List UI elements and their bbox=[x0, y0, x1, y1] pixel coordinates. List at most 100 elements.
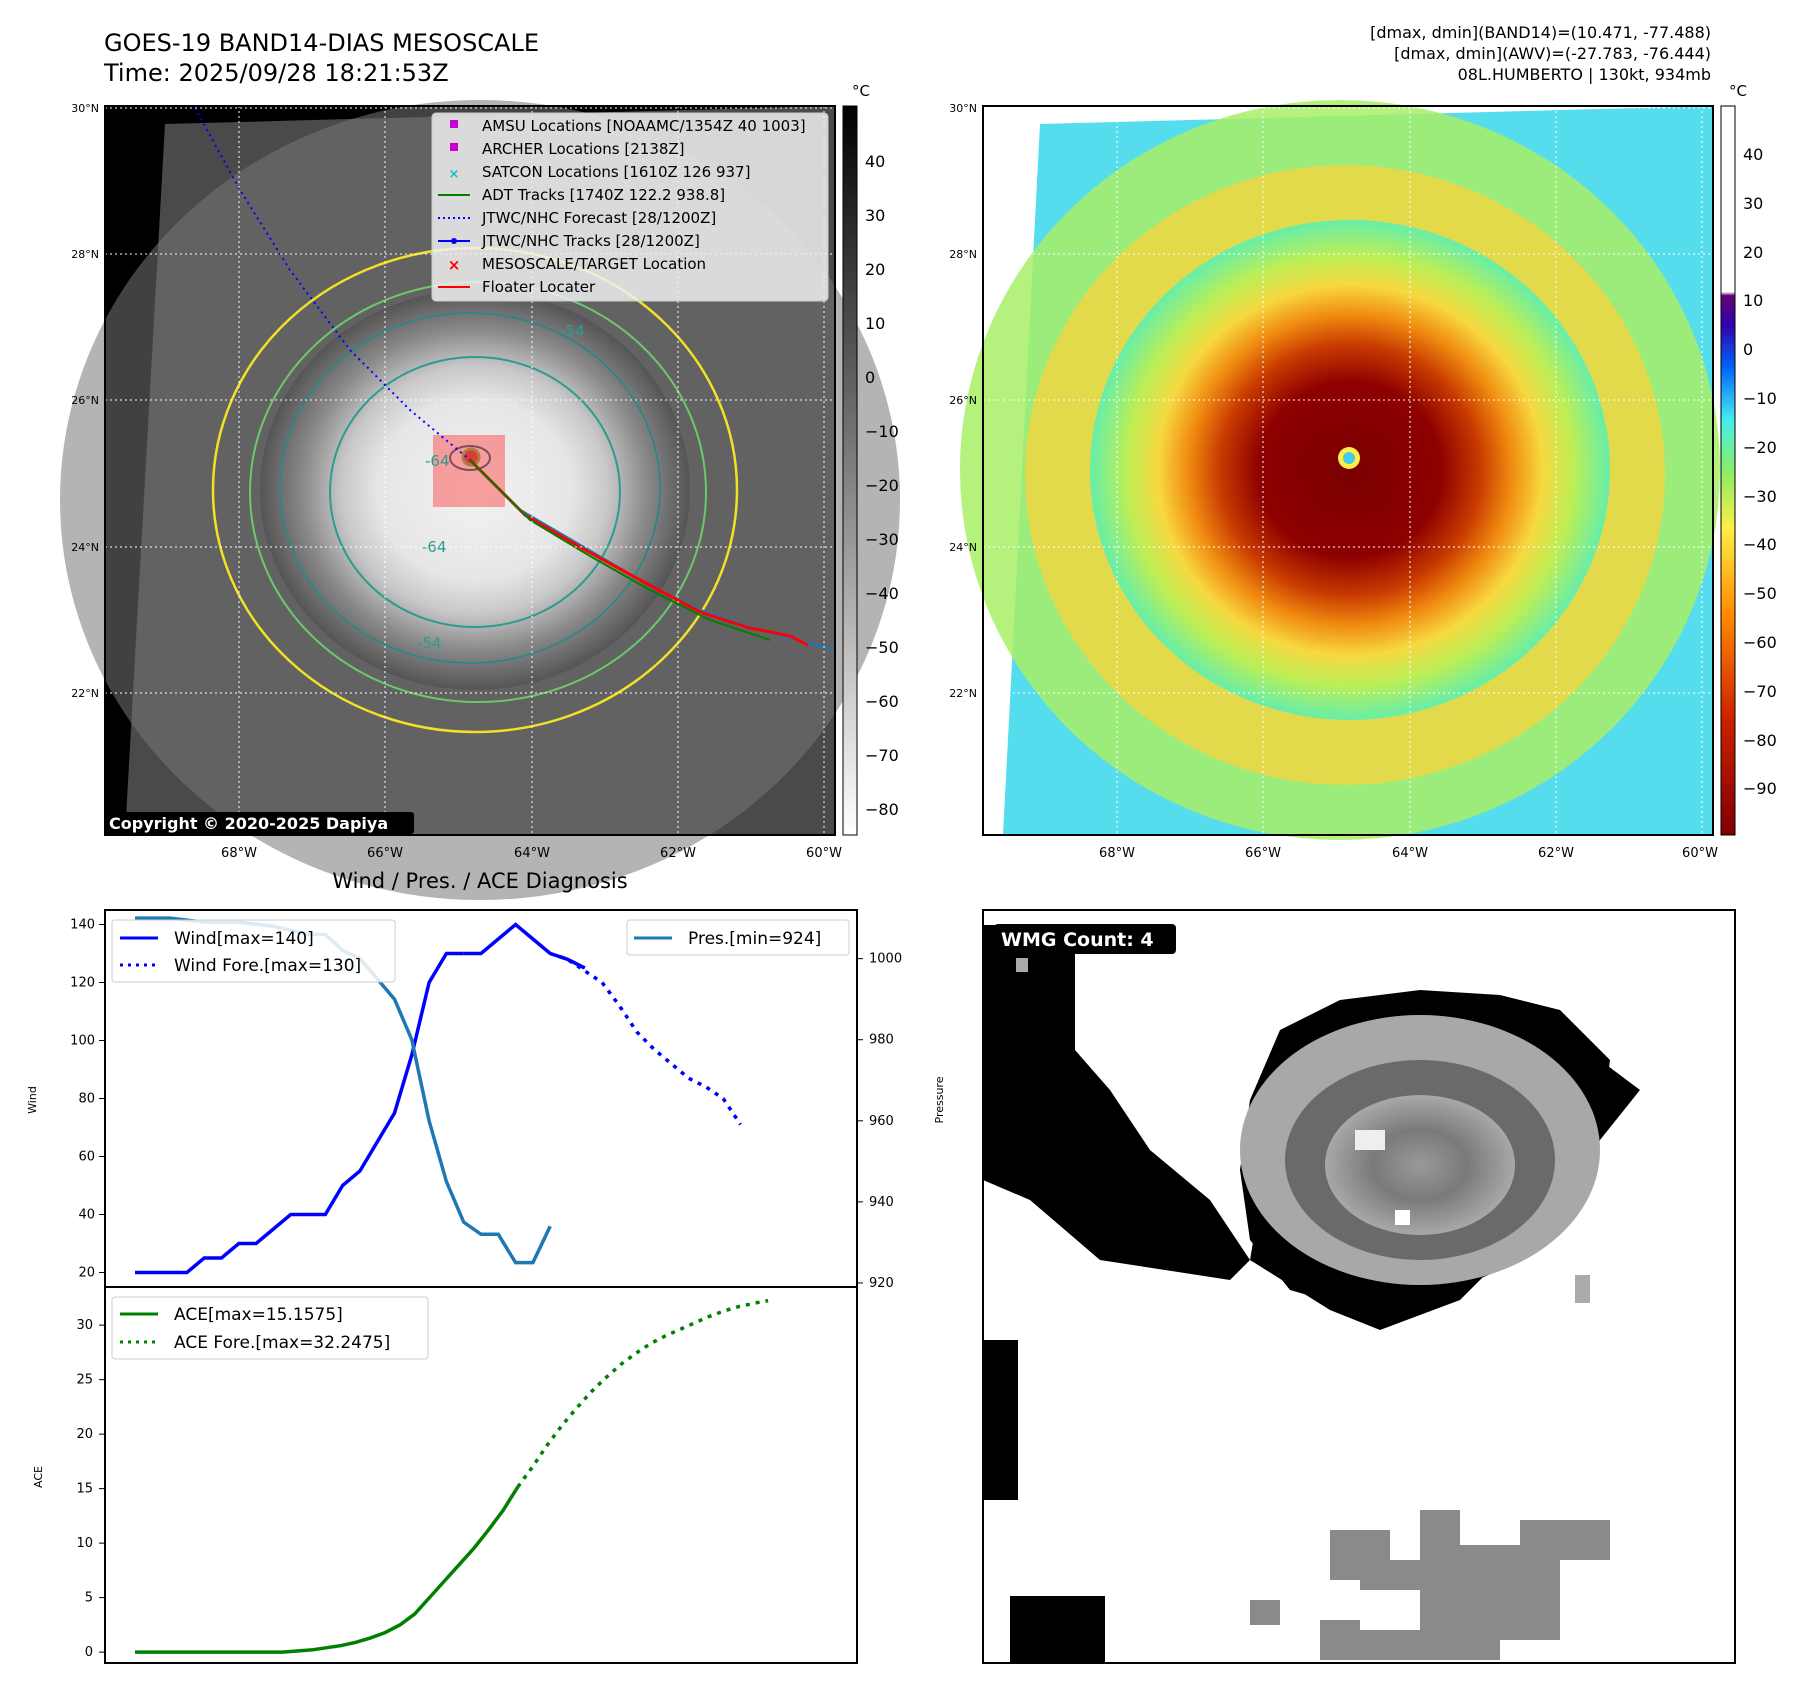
contour-teal-outer bbox=[279, 312, 661, 664]
ace-legend: ACE[max=15.1575] ACE Fore.[max=32.2475] bbox=[111, 1296, 429, 1360]
legend-label: AMSU Locations [NOAAMC/1354Z 40 1003] bbox=[482, 117, 806, 135]
ace-series-line-0 bbox=[135, 1485, 520, 1654]
wmg-bright-pixel bbox=[1395, 1210, 1410, 1225]
colorbar-tick: 10 bbox=[1743, 291, 1763, 310]
legend-item-tracks: JTWC/NHC Tracks [28/1200Z] bbox=[438, 232, 700, 250]
floater-box bbox=[433, 435, 505, 507]
legend-item-floater: Floater Locater bbox=[438, 278, 596, 296]
colorbar-tick: 20 bbox=[1743, 243, 1763, 262]
ace-series-line-1 bbox=[516, 1298, 769, 1488]
colorbar-unit: °C bbox=[852, 82, 870, 100]
wind-ylabel: Wind bbox=[26, 1086, 39, 1114]
series-line-0 bbox=[135, 951, 464, 1275]
colorbar-tick: 30 bbox=[1743, 194, 1763, 213]
awv-lon-label: 64°W bbox=[1392, 846, 1428, 861]
legend-label: Floater Locater bbox=[482, 278, 596, 296]
wmg-black-bottom-left bbox=[983, 1340, 1018, 1500]
colorbar-tick: 0 bbox=[865, 368, 875, 387]
legend-item-mesoscale: × MESOSCALE/TARGET Location bbox=[448, 255, 706, 274]
contour-label-4: -54 bbox=[417, 634, 442, 652]
colorbar-tick: −30 bbox=[1743, 487, 1777, 506]
colorbar-tick: 30 bbox=[865, 206, 885, 225]
ir-map-frame bbox=[104, 105, 836, 836]
wind-tick-label: 60 bbox=[78, 1150, 95, 1165]
diag-title: Wind / Pres. / ACE Diagnosis bbox=[332, 869, 627, 893]
colorbar-tick: 10 bbox=[865, 314, 885, 333]
legend-label: JTWC/NHC Forecast [28/1200Z] bbox=[481, 209, 716, 227]
ace-ylabel: ACE bbox=[32, 1466, 45, 1488]
wmg-gray-patch bbox=[1250, 1600, 1280, 1625]
ir-lat-label: 22°N bbox=[71, 687, 99, 700]
wmg-white-hole bbox=[1360, 1590, 1420, 1630]
legend-ace: ACE[max=15.1575] bbox=[174, 1305, 343, 1325]
legend-item-amsu: AMSU Locations [NOAAMC/1354Z 40 1003] bbox=[450, 117, 806, 135]
ir-lat-label: 26°N bbox=[71, 394, 99, 407]
ace-tick-label: 30 bbox=[76, 1318, 93, 1333]
pressure-tick-label: 960 bbox=[869, 1114, 894, 1129]
ace-tick-label: 10 bbox=[76, 1536, 93, 1551]
x-marker-icon: × bbox=[449, 167, 460, 182]
wmg-panel: WMG Count: 4 bbox=[982, 909, 1736, 1664]
ace-legend-box bbox=[111, 1296, 429, 1360]
awv-lat-axis: 30°N 28°N 26°N 24°N 22°N bbox=[949, 102, 977, 700]
wind-tick-label: 120 bbox=[70, 976, 95, 991]
awv-lat-label: 30°N bbox=[949, 102, 977, 115]
wmg-frame bbox=[982, 909, 1736, 1664]
colorbar-tick: −80 bbox=[865, 800, 899, 819]
colorbar-tick: −80 bbox=[1743, 731, 1777, 750]
contour-label-3: -64 bbox=[422, 538, 447, 556]
pressure-tick-label: 1000 bbox=[869, 952, 902, 967]
colorbar-unit: °C bbox=[1729, 82, 1747, 100]
copyright-text: Copyright © 2020-2025 Dapiya bbox=[109, 814, 388, 833]
wind-pressure-panel: Wind Pressure 20 40 60 80 100 120 140 920 940 96… bbox=[26, 909, 946, 1291]
wind-tick-label: 80 bbox=[78, 1092, 95, 1107]
colorbar-tick: −70 bbox=[1743, 682, 1777, 701]
colorbar-tick: −20 bbox=[865, 476, 899, 495]
eye-marker bbox=[461, 447, 481, 467]
title-line1: GOES-19 BAND14-DIAS MESOSCALE bbox=[104, 29, 539, 57]
ir-lon-label: 60°W bbox=[806, 846, 842, 861]
ir-lon-label: 68°W bbox=[221, 846, 257, 861]
legend-ace-fore: ACE Fore.[max=32.2475] bbox=[174, 1333, 390, 1353]
gray-colorbar-ticks: 40 30 20 10 0 −10 −20 −30 −40 −50 −60 −7… bbox=[865, 152, 899, 819]
ir-lon-axis: 68°W 66°W 64°W 62°W 60°W bbox=[221, 846, 842, 861]
gray-colorbar-bar bbox=[842, 105, 858, 836]
awv-lon-label: 66°W bbox=[1245, 846, 1281, 861]
eye-contour bbox=[449, 445, 491, 471]
colorbar-tick: −10 bbox=[865, 422, 899, 441]
awv-storm-core bbox=[1090, 220, 1610, 720]
stats-line2: [dmax, dmin](AWV)=(-27.783, -76.444) bbox=[1394, 44, 1711, 63]
wmg-eye bbox=[1325, 1095, 1515, 1235]
ir-storm-core bbox=[260, 290, 690, 690]
colorbar-tick: −50 bbox=[1743, 584, 1777, 603]
legend-wind: Wind[max=140] bbox=[174, 929, 314, 949]
wind-legend: Wind[max=140] Wind Fore.[max=130] bbox=[111, 919, 396, 983]
colorbar-tick: −50 bbox=[865, 638, 899, 657]
ace-series-group bbox=[135, 1298, 769, 1654]
ace-tick-label: 25 bbox=[76, 1373, 93, 1388]
legend-wind-fore: Wind Fore.[max=130] bbox=[174, 956, 361, 976]
colorbar-tick: 40 bbox=[865, 152, 885, 171]
wmg-gray-patch bbox=[1016, 958, 1028, 972]
legend-label: ARCHER Locations [2138Z] bbox=[482, 140, 685, 158]
jet-colorbar-ticks: 40 30 20 10 0 −10 −20 −30 −40 −50 −60 −7… bbox=[1743, 145, 1777, 798]
awv-lat-label: 22°N bbox=[949, 687, 977, 700]
legend-item-archer: ARCHER Locations [2138Z] bbox=[450, 140, 685, 158]
map-legend: AMSU Locations [NOAAMC/1354Z 40 1003] AR… bbox=[431, 112, 829, 302]
pressure-tick-label: 980 bbox=[869, 1033, 894, 1048]
ir-lat-axis: 30°N 28°N 26°N 24°N 22°N bbox=[71, 102, 99, 700]
ir-map-panel: -54 -64 -64 -54 30°N 28°N 26°N 24°N 22°N bbox=[60, 82, 900, 900]
gray-colorbar: °C 40 30 20 10 0 −10 −20 −30 −40 −50 −60… bbox=[842, 82, 899, 836]
colorbar-tick: −40 bbox=[865, 584, 899, 603]
jet-colorbar-bar bbox=[1720, 105, 1736, 836]
colorbar-tick: −20 bbox=[1743, 438, 1777, 457]
awv-lon-label: 60°W bbox=[1682, 846, 1718, 861]
ir-lat-label: 28°N bbox=[71, 248, 99, 261]
wmg-gray-patch bbox=[1575, 1275, 1590, 1303]
legend-item-satcon: × SATCON Locations [1610Z 126 937] bbox=[449, 163, 751, 182]
awv-lon-label: 68°W bbox=[1099, 846, 1135, 861]
wind-y-ticks: 20 40 60 80 100 120 140 bbox=[70, 918, 105, 1281]
ace-tick-label: 0 bbox=[85, 1645, 93, 1660]
legend-item-adt: ADT Tracks [1740Z 122.2 938.8] bbox=[438, 186, 725, 204]
colorbar-tick: −30 bbox=[865, 530, 899, 549]
